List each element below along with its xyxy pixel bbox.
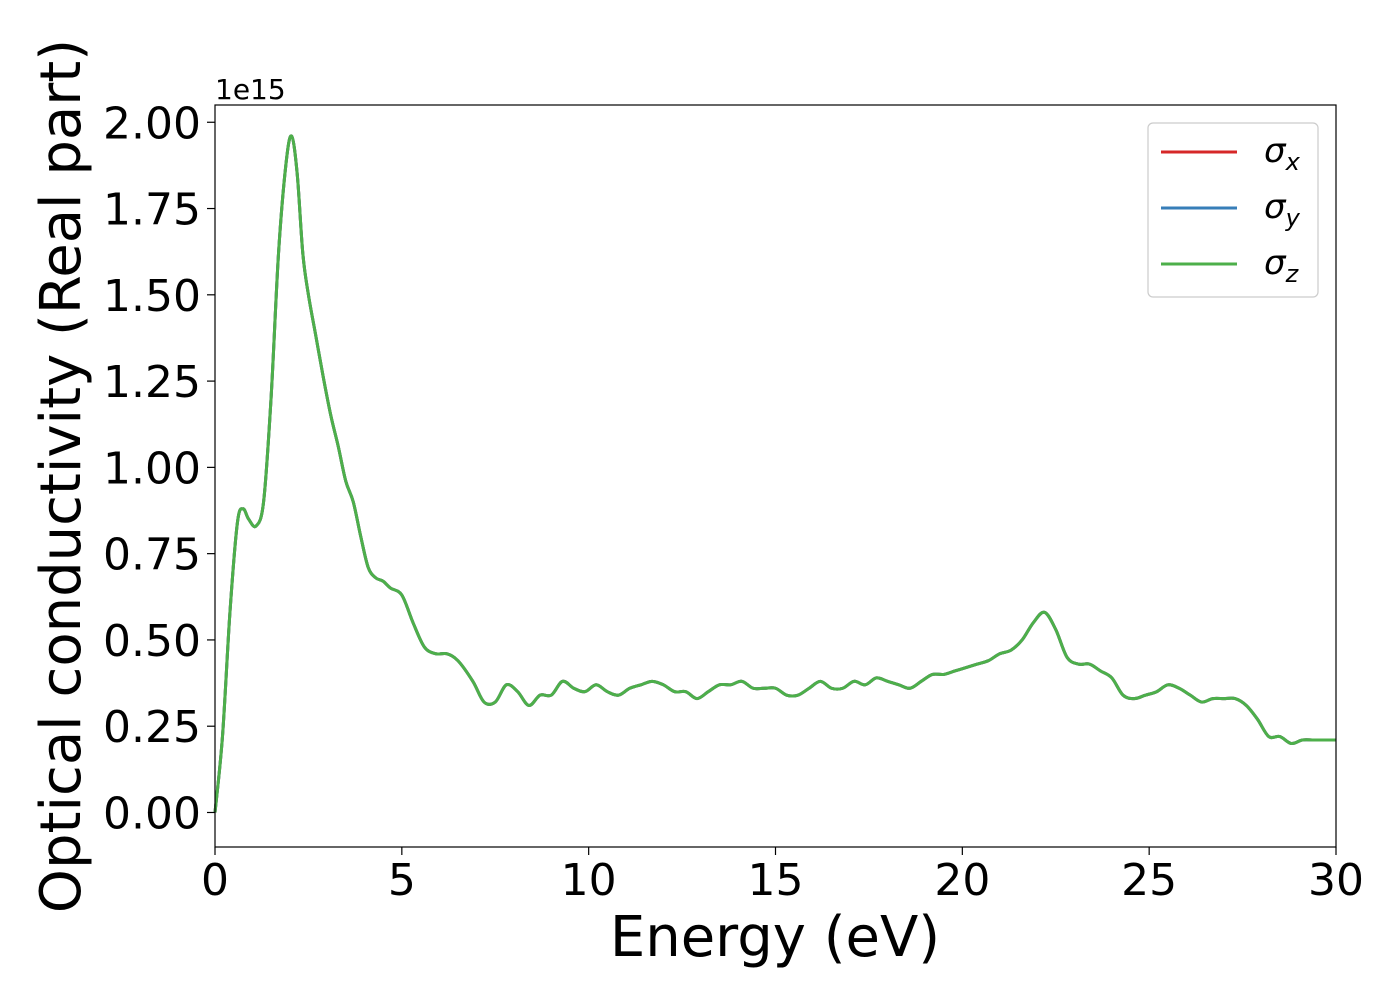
series-layer: [213, 134, 1336, 813]
legend-label-x: σx: [1264, 131, 1301, 176]
x-tick-label: 5: [388, 855, 416, 906]
y-tick-label: 0.00: [103, 788, 201, 839]
series-line-z: [213, 134, 1336, 813]
x-axis: 0 5 10 15 20 25 30: [201, 847, 1364, 906]
y-axis: 0.00 0.25 0.50 0.75 1.00 1.25 1.50 1.75 2.00: [103, 98, 215, 839]
y-tick-label: 0.75: [103, 530, 201, 581]
x-tick-label: 30: [1308, 855, 1364, 906]
y-tick-label: 1.75: [103, 185, 201, 236]
x-tick-label: 15: [748, 855, 804, 906]
legend-box: [1147, 122, 1319, 298]
y-offset-label: 1e15: [215, 73, 286, 106]
y-tick-label: 1.50: [103, 271, 201, 322]
y-tick-label: 1.00: [103, 443, 201, 494]
x-tick-label: 25: [1121, 855, 1177, 906]
legend-label-z: σz: [1264, 243, 1300, 288]
x-tick-label: 20: [934, 855, 990, 906]
y-tick-label: 1.25: [103, 357, 201, 408]
y-tick-label: 0.25: [103, 702, 201, 753]
y-tick-label: 0.50: [103, 616, 201, 667]
legend: σx σy σz: [1147, 122, 1319, 298]
legend-label-y: σy: [1264, 187, 1301, 232]
y-axis-title: Optical conductivity (Real part): [29, 39, 94, 913]
x-axis-title: Energy (eV): [610, 905, 940, 970]
x-tick-label: 10: [561, 855, 617, 906]
y-tick-label: 2.00: [103, 98, 201, 149]
x-tick-label: 0: [201, 855, 229, 906]
